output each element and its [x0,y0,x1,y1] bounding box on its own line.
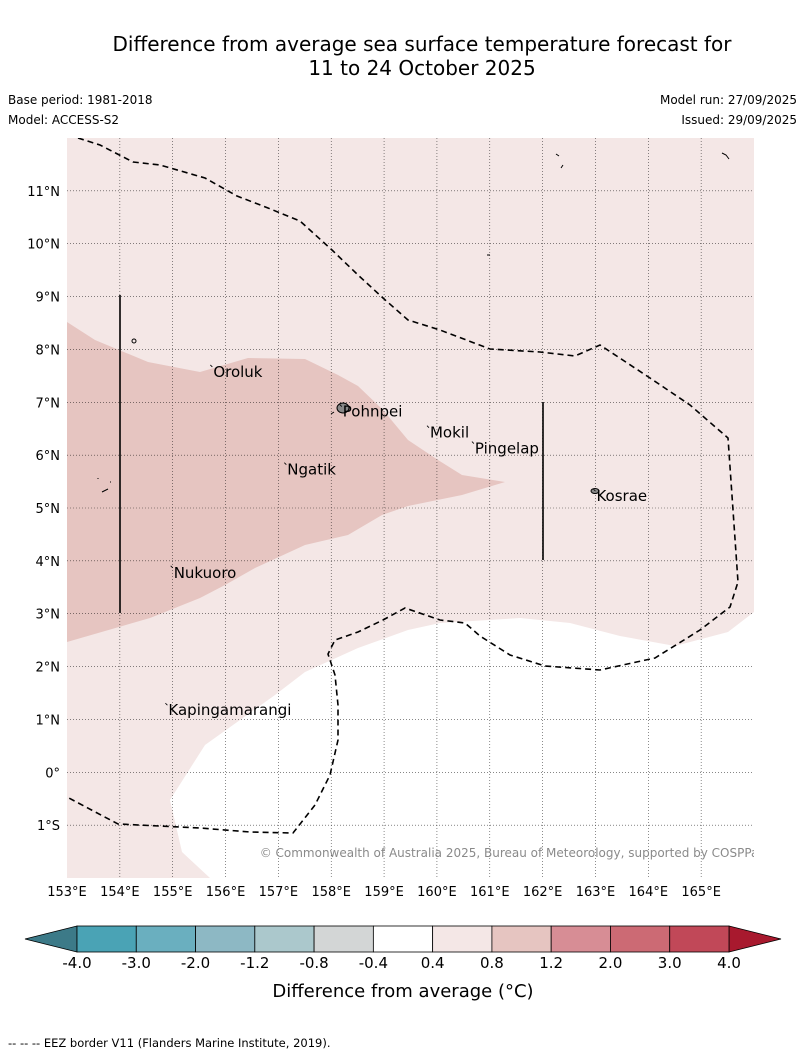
place-tick [210,364,213,368]
longitude-label: 159°E [364,885,404,900]
place-tick [284,462,287,465]
copyright-notice: © Commonwealth of Australia 2025, Bureau… [260,846,765,860]
place-tick [471,441,475,444]
longitude-label: 161°E [470,885,510,900]
colorbar-tick-label: -2.0 [181,954,210,972]
colorbar-swatch [550,925,611,953]
longitude-label: 163°E [576,885,616,900]
colorbar-tick-label: 1.2 [539,954,563,972]
colorbar-extend-low [24,925,78,953]
colorbar-extend-high [728,925,782,953]
colorbar-swatch [491,925,552,953]
longitude-label: 156°E [206,885,246,900]
place-label: Mokil [430,424,469,442]
longitude-label: 153°E [47,885,87,900]
anomaly-zone-neutral [170,612,754,878]
place-label: Pohnpei [343,403,403,421]
place-label: Oroluk [213,363,262,381]
colorbar-tick-label: -4.0 [62,954,91,972]
title-line-2: 11 to 24 October 2025 [308,56,536,80]
colorbar-tick-label: -0.4 [359,954,388,972]
colorbar-swatch [610,925,671,953]
pohnpei-island [336,402,350,414]
colorbar-swatch [195,925,256,953]
colorbar-tick-label: 2.0 [599,954,623,972]
small-islets [97,152,730,493]
islands [97,152,730,494]
colorbar-swatch [669,925,730,953]
longitude-labels: 153°E 154°E 155°E 156°E 157°E 158°E 159°E 160°E… [47,885,721,900]
colorbar-swatch [76,925,137,953]
colorbar-swatch [432,925,493,953]
colorbar-swatch [313,925,374,953]
latitude-label: 9°N [36,291,61,306]
eez-borders [67,138,739,834]
longitude-label: 162°E [523,885,563,900]
place-tick [165,702,168,706]
place-labels: Oroluk Pohnpei Mokil Pingelap Ngatik Kosrae Nu… [165,363,647,719]
chart-title: Difference from average sea surface temp… [0,32,804,80]
place-tick [339,404,343,407]
base-period: Base period: 1981-2018 [8,93,153,107]
eez-border-north [67,138,739,834]
latitude-label: 3°N [36,608,61,623]
eez-legend-note: -- -- -- EEZ border V11 (Flanders Marine… [8,1036,331,1050]
atoll-1 [131,338,137,344]
colorbar-tick-labels: -4.0 -3.0 -2.0 -1.2 -0.8 -0.4 0.4 0.8 1.2 2.0 3.0 4… [62,954,741,972]
grid-lines [67,138,754,878]
latitude-label: 0° [45,766,60,781]
model-name: Model: ACCESS-S2 [8,113,120,127]
colorbar-tick-label: 3.0 [658,954,682,972]
latitude-label: 4°N [36,555,61,570]
place-label: Kapingamarangi [168,701,291,719]
longitude-label: 164°E [629,885,669,900]
title-line-1: Difference from average sea surface temp… [112,32,732,56]
latitude-label: 10°N [27,238,60,253]
colorbar-tick-label: -0.8 [299,954,328,972]
colorbar-swatch [135,925,196,953]
colorbar: -4.0 -3.0 -2.0 -1.2 -0.8 -0.4 0.4 0.8 1.2 2.0 3.0 4… [24,925,782,1002]
colorbar-tick-label: -1.2 [240,954,269,972]
colorbar-swatch [254,925,315,953]
map-figure: Oroluk Pohnpei Mokil Pingelap Ngatik Kosrae Nu… [24,138,782,1002]
latitude-label: 5°N [36,502,61,517]
latitude-label: 1°N [36,713,61,728]
colorbar-tick-label: -3.0 [122,954,151,972]
latitude-label: 1°S [37,819,60,834]
place-label: Kosrae [596,487,647,505]
place-tick [426,425,430,428]
longitude-label: 165°E [681,885,721,900]
latitude-label: 7°N [36,396,61,411]
longitude-label: 154°E [100,885,140,900]
colorbar-tick-label: 4.0 [717,954,741,972]
place-tick [170,565,173,569]
place-label: Pingelap [475,440,539,458]
latitude-label: 2°N [36,661,61,676]
latitude-label: 11°N [27,185,60,200]
longitude-label: 157°E [259,885,299,900]
longitude-label: 160°E [417,885,457,900]
issued-date: Issued: 29/09/2025 [681,113,797,127]
colorbar-title: Difference from average (°C) [272,981,533,1002]
latitude-label: 6°N [36,449,61,464]
place-tick [593,488,596,492]
colorbar-swatch [372,925,434,953]
latitude-label: 8°N [36,343,61,358]
anomaly-zone-0.8-1.2 [67,322,505,642]
longitude-label: 158°E [311,885,351,900]
colorbar-swatches [76,925,730,953]
place-label: Ngatik [287,461,336,479]
longitude-label: 155°E [153,885,193,900]
model-run: Model run: 27/09/2025 [659,93,797,107]
map-area: Oroluk Pohnpei Mokil Pingelap Ngatik Kosrae Nu… [67,138,765,878]
colorbar-tick-label: 0.8 [480,954,504,972]
place-label: Nukuoro [174,564,237,582]
latitude-labels: 11°N 10°N 9°N 8°N 7°N 6°N 5°N 4°N 3°N 2°N 1°N 0° 1°S [27,185,60,834]
colorbar-tick-label: 0.4 [421,954,445,972]
